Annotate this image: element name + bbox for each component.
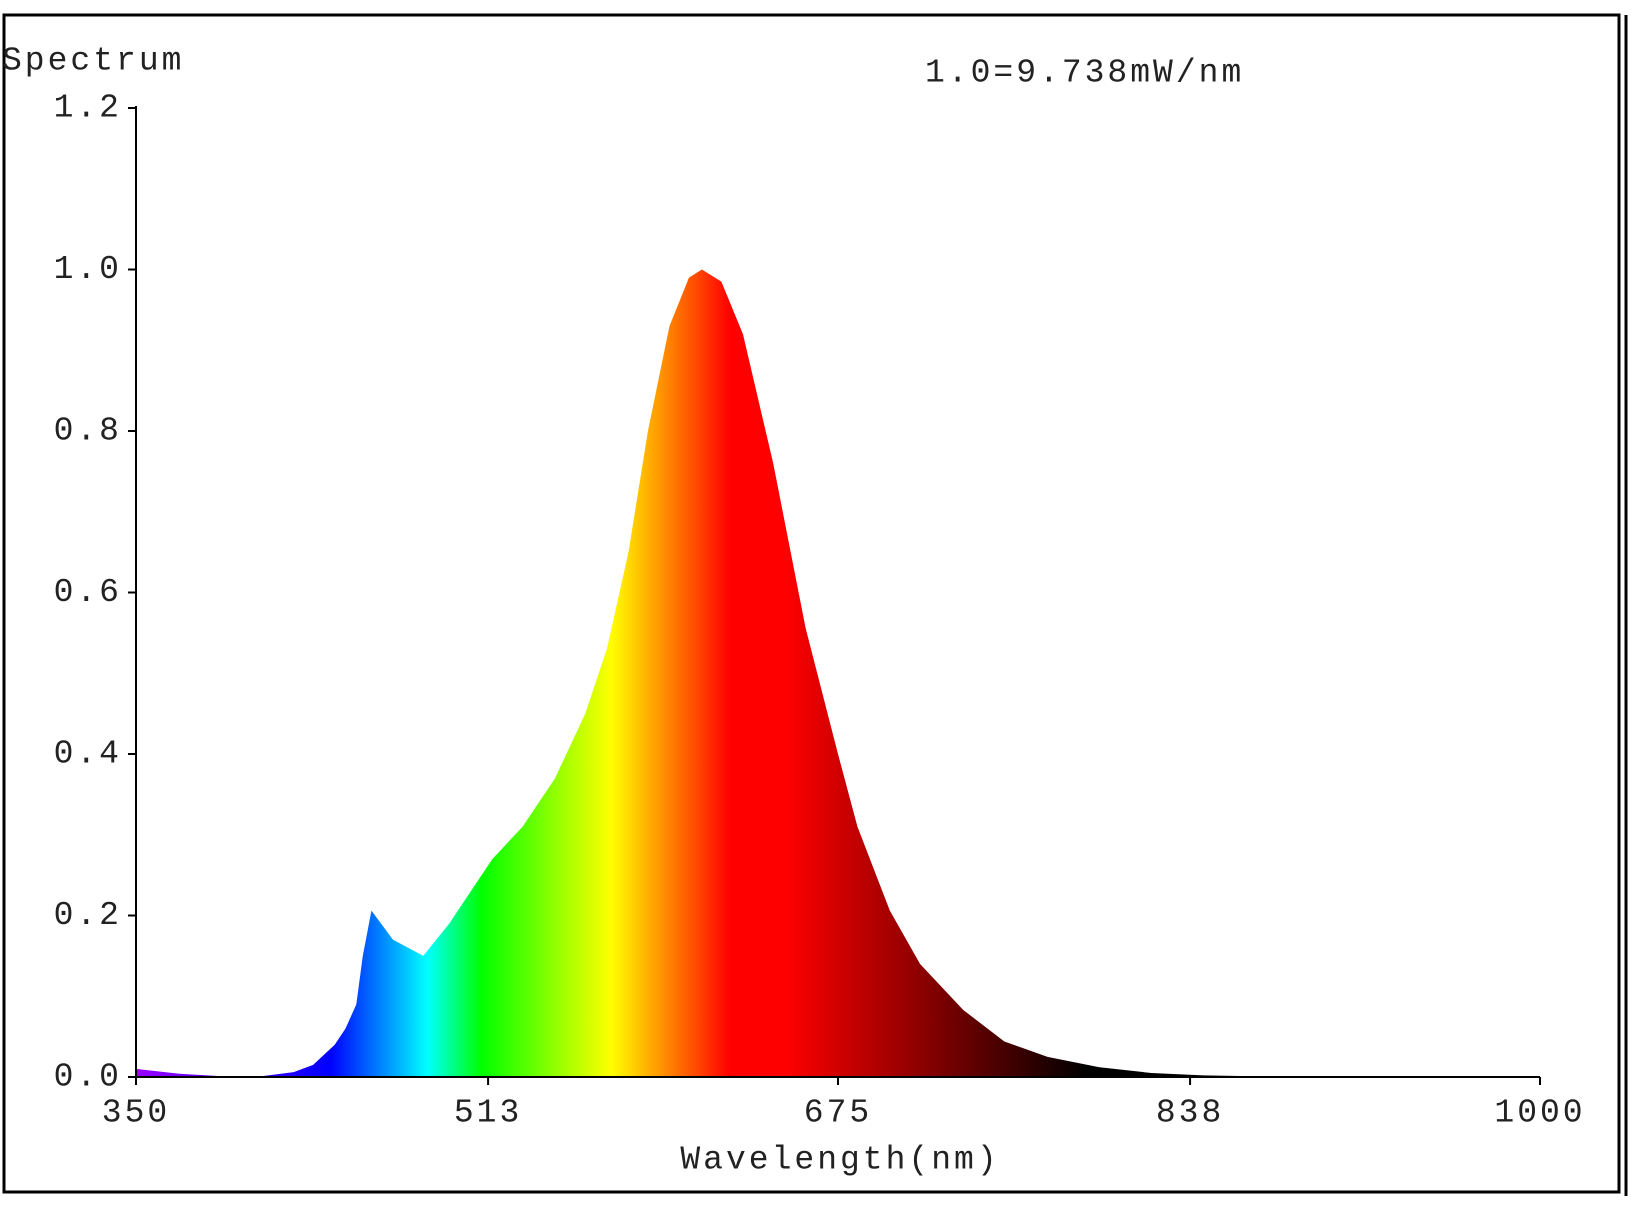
x-tick-label: 675 bbox=[804, 1095, 872, 1132]
frame bbox=[2, 13, 1621, 1194]
y-tick-label: 0.2 bbox=[54, 897, 122, 934]
y-tick-label: 1.2 bbox=[54, 90, 122, 127]
x-tick-label: 838 bbox=[1156, 1095, 1224, 1132]
chart-title: Spectrum bbox=[2, 43, 184, 80]
y-tick-label: 0.8 bbox=[54, 413, 122, 450]
x-axis-label: Wavelength(nm) bbox=[680, 1142, 999, 1179]
y-tick-label: 0.6 bbox=[54, 574, 122, 611]
y-tick-label: 0.4 bbox=[54, 736, 122, 773]
y-tick-label: 1.0 bbox=[54, 251, 122, 288]
y-tick-label: 0.0 bbox=[54, 1059, 122, 1096]
plot-area bbox=[136, 269, 1540, 1077]
x-tick-label: 350 bbox=[102, 1095, 170, 1132]
spectrum-area bbox=[136, 269, 1540, 1077]
x-tick-label: 513 bbox=[454, 1095, 522, 1132]
annotation: 1.0=9.738mW/nm bbox=[925, 55, 1244, 92]
x-tick-label: 1000 bbox=[1494, 1095, 1585, 1132]
